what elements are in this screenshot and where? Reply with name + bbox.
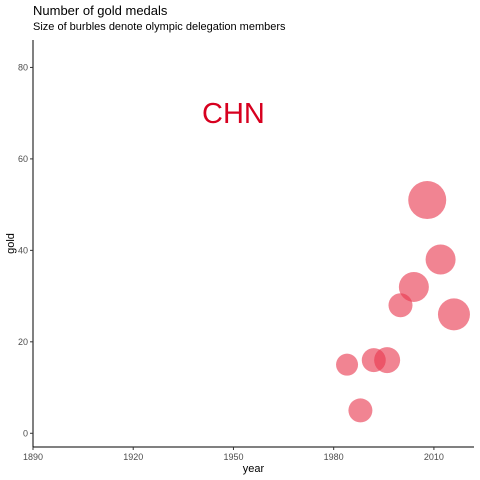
- data-point: [348, 398, 372, 422]
- data-point: [426, 245, 456, 275]
- y-axis-title: gold: [5, 233, 17, 254]
- y-tick-label: 0: [23, 428, 28, 438]
- data-point: [408, 181, 446, 219]
- data-point: [438, 298, 470, 330]
- country-annotation: CHN: [202, 98, 265, 130]
- x-tick-label: 1920: [123, 452, 143, 462]
- chart-title: Number of gold medals: [33, 3, 167, 18]
- y-tick-label: 60: [18, 154, 28, 164]
- y-tick-label: 20: [18, 337, 28, 347]
- data-point: [374, 347, 400, 373]
- data-point: [399, 272, 429, 302]
- points-layer: [336, 181, 470, 422]
- data-point: [336, 354, 358, 376]
- y-tick-label: 40: [18, 245, 28, 255]
- x-tick-label: 1950: [223, 452, 243, 462]
- x-axis-title: year: [243, 463, 265, 475]
- x-tick-label: 2010: [424, 452, 444, 462]
- x-tick-label: 1890: [23, 452, 43, 462]
- y-tick-label: 80: [18, 62, 28, 72]
- x-tick-label: 1980: [324, 452, 344, 462]
- chart-subtitle: Size of burbles denote olympic delegatio…: [33, 21, 286, 33]
- x-axis-ticks: 1890 1920 1950 1980 2010: [23, 447, 444, 462]
- y-axis-ticks: 0 20 40 60 80: [18, 62, 33, 438]
